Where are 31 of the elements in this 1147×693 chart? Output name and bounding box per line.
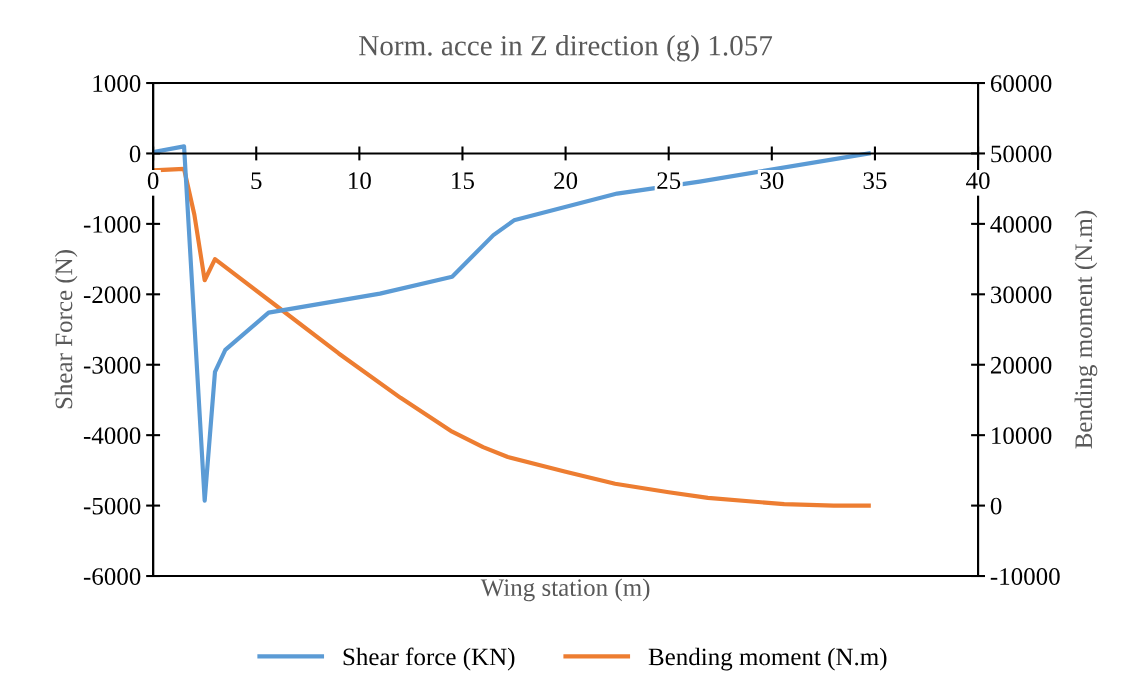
x-tick-label: 40 [966,172,990,190]
x-axis-title: Wing station (m) [480,578,650,602]
legend-label: Shear force (KN) [343,647,515,671]
x-tick-label: 15 [452,172,474,190]
y2-tick-label: 10000 [992,427,1052,445]
y-tick-label: -2000 [83,286,141,304]
legend-label: Bending moment (N.m) [648,647,887,671]
y-tick-label: 0 [129,145,141,163]
y2-tick-label: 60000 [990,75,1052,92]
x-tick-label: 35 [863,172,887,190]
x-tick-label: 20 [554,172,578,190]
y-tick-label: -6000 [83,568,141,585]
y2-tick-label: 40000 [990,215,1052,233]
x-tick-label: 0 [147,172,159,190]
x-tick-label: 30 [760,172,784,190]
y2-tick-label: -10000 [990,568,1060,585]
chart-title: Norm. acce in Z direction (g) 1.057 [359,35,773,62]
y2-axis-title: Bending moment (N.m) [1074,210,1098,449]
y2-tick-label: 0 [990,497,1002,515]
y-tick-label: -1000 [83,215,141,233]
y-tick-label: -3000 [83,356,141,374]
y-axis-title: Shear Force (N) [54,250,78,409]
y-tick-label: -4000 [83,427,141,445]
y2-tick-label: 30000 [991,286,1052,304]
y-tick-label: -5000 [83,497,141,515]
x-tick-label: 5 [251,172,262,190]
x-tick-label: 10 [349,172,371,190]
x-tick-label: 25 [657,172,681,190]
y2-tick-label: 50000 [991,145,1052,163]
y-tick-label: 1000 [93,75,141,92]
y2-tick-label: 20000 [990,356,1052,374]
